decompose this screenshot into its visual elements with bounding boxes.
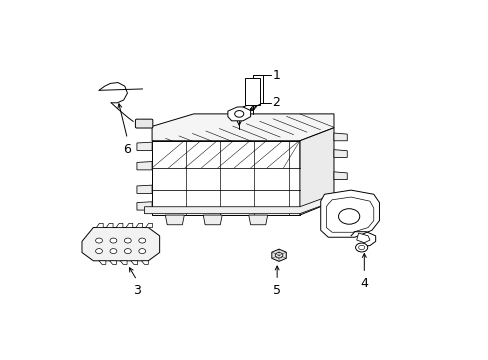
Polygon shape	[248, 215, 267, 225]
Polygon shape	[116, 223, 122, 228]
Polygon shape	[152, 114, 333, 141]
Circle shape	[96, 249, 102, 253]
Polygon shape	[136, 223, 142, 228]
Circle shape	[110, 238, 117, 243]
Circle shape	[124, 238, 131, 243]
Text: 2: 2	[272, 96, 280, 109]
Polygon shape	[96, 223, 103, 228]
Polygon shape	[99, 261, 105, 264]
Polygon shape	[320, 190, 379, 237]
Polygon shape	[152, 141, 299, 215]
Circle shape	[234, 111, 244, 117]
Polygon shape	[243, 103, 256, 111]
Polygon shape	[333, 172, 346, 180]
Polygon shape	[144, 194, 333, 214]
Text: 6: 6	[123, 143, 131, 156]
Circle shape	[275, 252, 282, 258]
Polygon shape	[137, 142, 152, 150]
Circle shape	[96, 238, 102, 243]
Polygon shape	[203, 215, 222, 225]
Polygon shape	[326, 197, 373, 232]
Polygon shape	[356, 233, 369, 243]
Polygon shape	[227, 107, 250, 121]
FancyBboxPatch shape	[244, 78, 260, 105]
Polygon shape	[333, 194, 346, 202]
Polygon shape	[120, 261, 127, 264]
Polygon shape	[131, 261, 138, 264]
Polygon shape	[82, 228, 159, 261]
Polygon shape	[333, 133, 346, 141]
Circle shape	[139, 249, 145, 253]
Circle shape	[110, 249, 117, 253]
Text: 1: 1	[272, 68, 280, 82]
Polygon shape	[145, 223, 152, 228]
Polygon shape	[109, 261, 116, 264]
Circle shape	[139, 238, 145, 243]
Polygon shape	[137, 162, 152, 170]
Polygon shape	[333, 150, 346, 157]
Polygon shape	[165, 215, 184, 225]
Polygon shape	[271, 249, 285, 261]
Circle shape	[355, 243, 367, 252]
Text: 3: 3	[133, 284, 141, 297]
Circle shape	[338, 209, 359, 224]
Polygon shape	[126, 223, 132, 228]
Text: 5: 5	[273, 284, 281, 297]
FancyBboxPatch shape	[135, 119, 153, 128]
Circle shape	[124, 249, 131, 253]
Text: 4: 4	[360, 277, 367, 290]
Polygon shape	[299, 128, 333, 215]
Circle shape	[358, 245, 364, 250]
Polygon shape	[106, 223, 113, 228]
Polygon shape	[137, 202, 152, 210]
Polygon shape	[141, 261, 148, 264]
Polygon shape	[137, 185, 152, 193]
